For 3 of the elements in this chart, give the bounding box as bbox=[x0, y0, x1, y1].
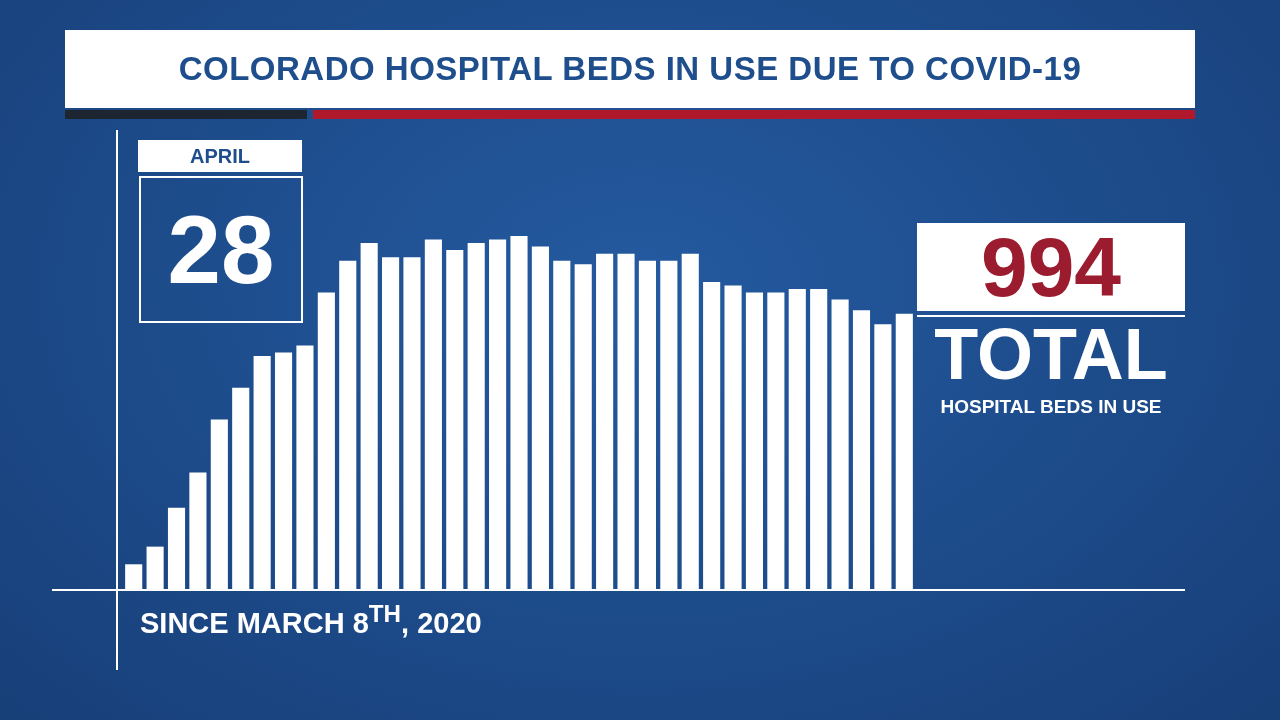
text: TOTAL bbox=[933, 314, 1169, 394]
text: HOSPITAL BEDS IN USE bbox=[939, 395, 1163, 419]
text: SINCE MARCH 8$^{TH}$, 2020 bbox=[140, 599, 483, 639]
